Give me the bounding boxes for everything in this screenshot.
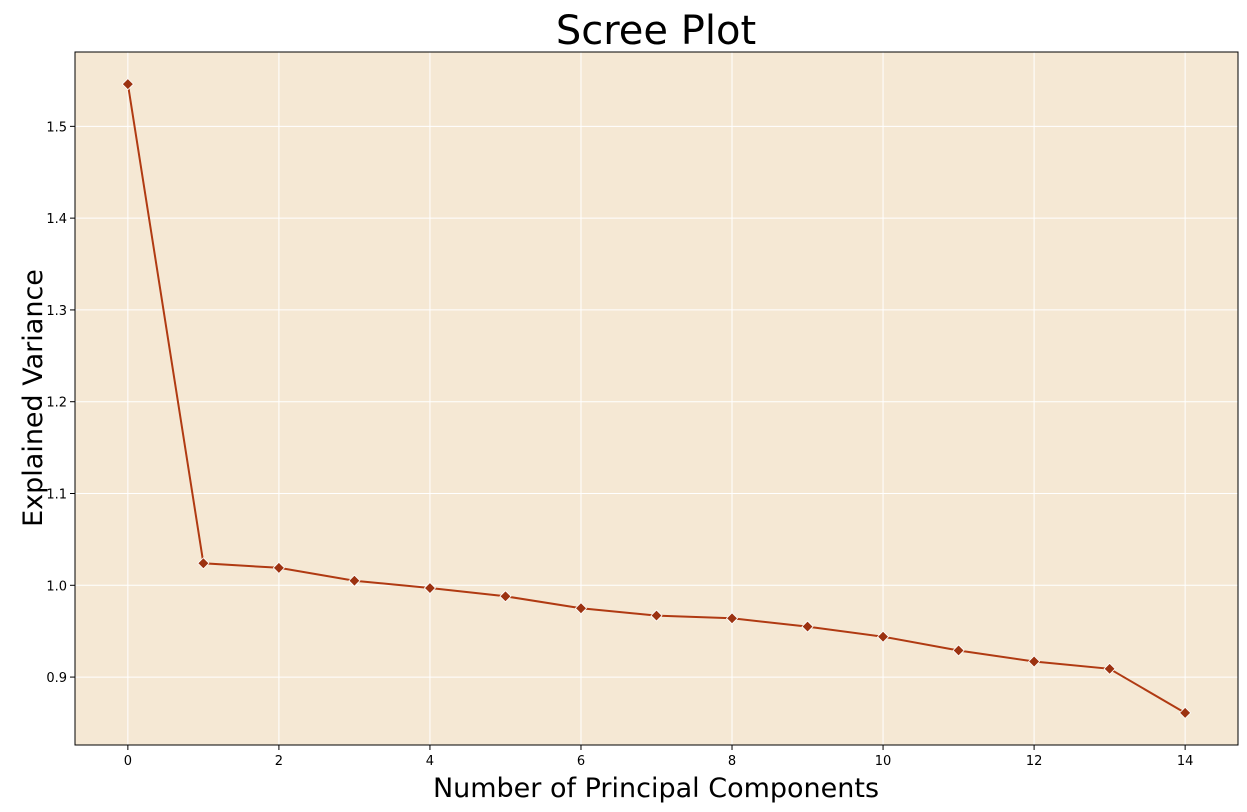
data-points [121, 78, 1192, 719]
y-tick-label: 1.2 [46, 396, 67, 411]
x-tick-label: 12 [1026, 754, 1043, 769]
y-tick-label: 1.0 [46, 579, 67, 594]
data-point [499, 590, 512, 603]
y-tick-label: 0.9 [46, 671, 67, 686]
y-tick-label: 1.3 [46, 304, 67, 319]
data-point [197, 557, 210, 570]
x-tick-label: 6 [577, 754, 585, 769]
data-point [801, 620, 814, 633]
data-point [1028, 655, 1041, 668]
x-tick-label: 8 [728, 754, 736, 769]
data-point [876, 630, 890, 643]
x-tick-label: 4 [426, 754, 434, 769]
x-axis-label: Number of Principal Components [433, 773, 879, 804]
grid-lines [75, 52, 1238, 745]
y-tick-label: 1.5 [46, 120, 67, 135]
data-point [725, 612, 739, 625]
x-tick-label: 0 [124, 754, 132, 769]
data-point [952, 644, 965, 657]
y-axis-label: Explained Variance [18, 269, 49, 527]
data-point [574, 602, 588, 615]
data-point [1179, 706, 1192, 719]
chart-title: Scree Plot [556, 8, 756, 54]
data-point [121, 78, 134, 91]
x-tick-label: 14 [1177, 754, 1194, 769]
tick-marks [70, 125, 1186, 750]
x-tick-label: 10 [875, 754, 892, 769]
data-point [272, 561, 285, 574]
plot-area [75, 52, 1238, 745]
plot-frame [74, 51, 1239, 746]
data-point [1103, 662, 1116, 675]
y-tick-label: 1.4 [46, 212, 67, 227]
data-point [423, 581, 437, 595]
x-tick-label: 2 [275, 754, 283, 769]
data-point [348, 574, 361, 587]
y-tick-label: 1.1 [46, 488, 67, 503]
data-point [650, 609, 663, 622]
